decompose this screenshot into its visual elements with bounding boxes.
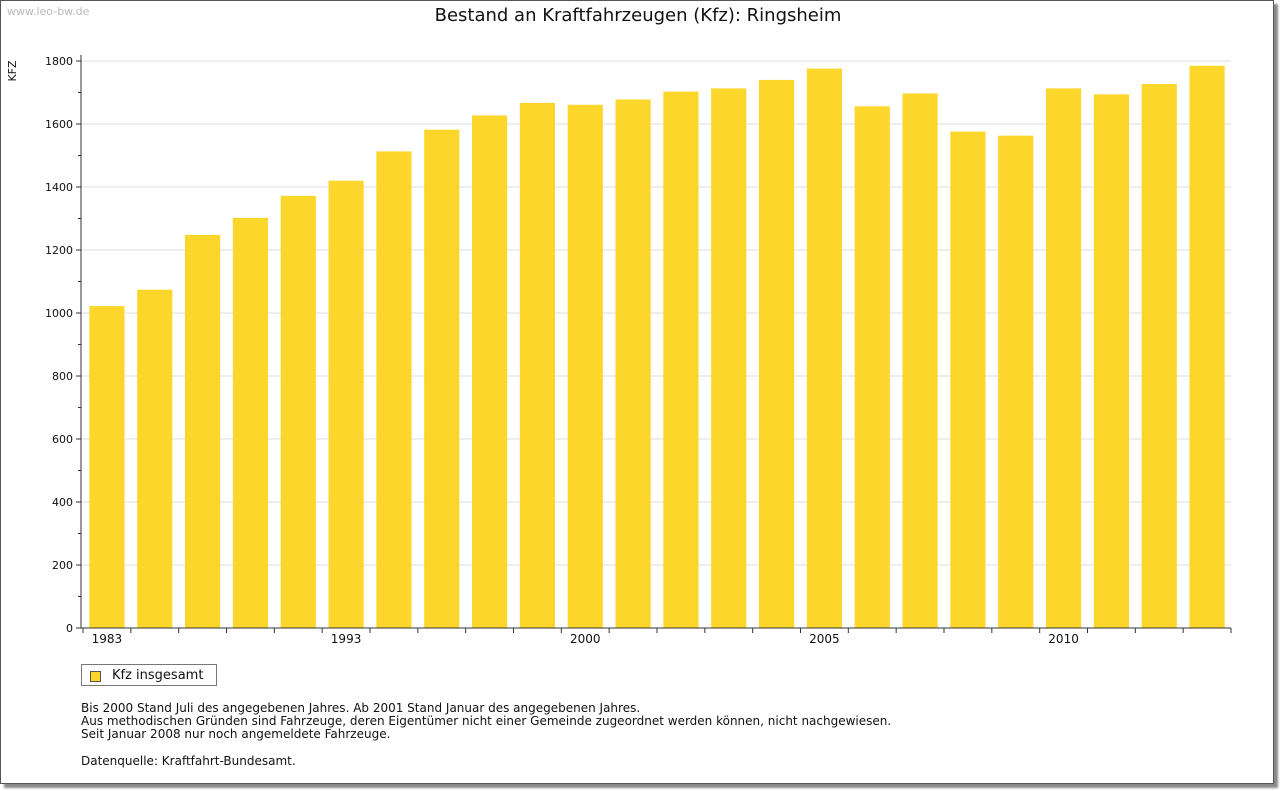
bar: [280, 195, 316, 628]
y-tick-label: 1600: [45, 118, 73, 131]
legend-swatch: [90, 671, 101, 682]
footnote-line: Seit Januar 2008 nur noch angemeldete Fa…: [81, 727, 391, 741]
x-tick-label: 1993: [331, 632, 362, 646]
bar: [950, 131, 986, 628]
bar: [567, 104, 603, 628]
y-tick-label: 1800: [45, 55, 73, 68]
watermark: www.leo-bw.de: [7, 5, 90, 18]
bar: [185, 234, 221, 628]
y-tick-label: 0: [66, 622, 73, 635]
bar: [328, 180, 364, 628]
bar: [376, 151, 412, 628]
footnotes: Bis 2000 Stand Juli des angegebenen Jahr…: [81, 702, 891, 741]
bar: [902, 93, 938, 628]
bar: [1189, 65, 1225, 629]
y-tick-label: 600: [52, 433, 73, 446]
bar: [711, 88, 747, 628]
y-tick-label: 1200: [45, 244, 73, 257]
x-tick-label: 2000: [570, 632, 601, 646]
y-tick-label: 800: [52, 370, 73, 383]
bar: [137, 289, 173, 628]
bar: [663, 91, 699, 629]
bar: [1046, 88, 1082, 628]
bar: [232, 217, 268, 628]
x-tick-label: 1983: [92, 632, 123, 646]
legend-label: Kfz insgesamt: [112, 668, 204, 683]
bar: [854, 106, 890, 629]
footnote-line: Bis 2000 Stand Juli des angegebenen Jahr…: [81, 701, 641, 715]
bar: [89, 306, 125, 628]
x-tick-label: 2010: [1048, 632, 1079, 646]
y-tick-label: 1000: [45, 307, 73, 320]
data-source: Datenquelle: Kraftfahrt-Bundesamt.: [81, 754, 296, 768]
x-tick-label: 2005: [809, 632, 840, 646]
bar: [472, 115, 508, 629]
y-tick-label: 400: [52, 496, 73, 509]
bar: [424, 129, 460, 629]
y-tick-label: 200: [52, 559, 73, 572]
bar: [615, 99, 651, 629]
bar-chart: 0 200 400 600 800 1000 1200 1400 1600 1800 KFZ 1983…: [6, 55, 1232, 646]
bar: [998, 135, 1034, 628]
y-axis-label: KFZ: [6, 60, 19, 82]
bar: [1141, 83, 1177, 629]
footnote-line: Aus methodischen Gründen sind Fahrzeuge,…: [81, 714, 892, 728]
legend: Kfz insgesamt: [81, 664, 217, 686]
bar: [519, 102, 555, 628]
bar: [1093, 94, 1129, 628]
bar: [806, 68, 842, 628]
bar: [759, 79, 795, 628]
y-tick-label: 1400: [45, 181, 73, 194]
chart-title: Bestand an Kraftfahrzeugen (Kfz): Ringsh…: [434, 5, 842, 26]
